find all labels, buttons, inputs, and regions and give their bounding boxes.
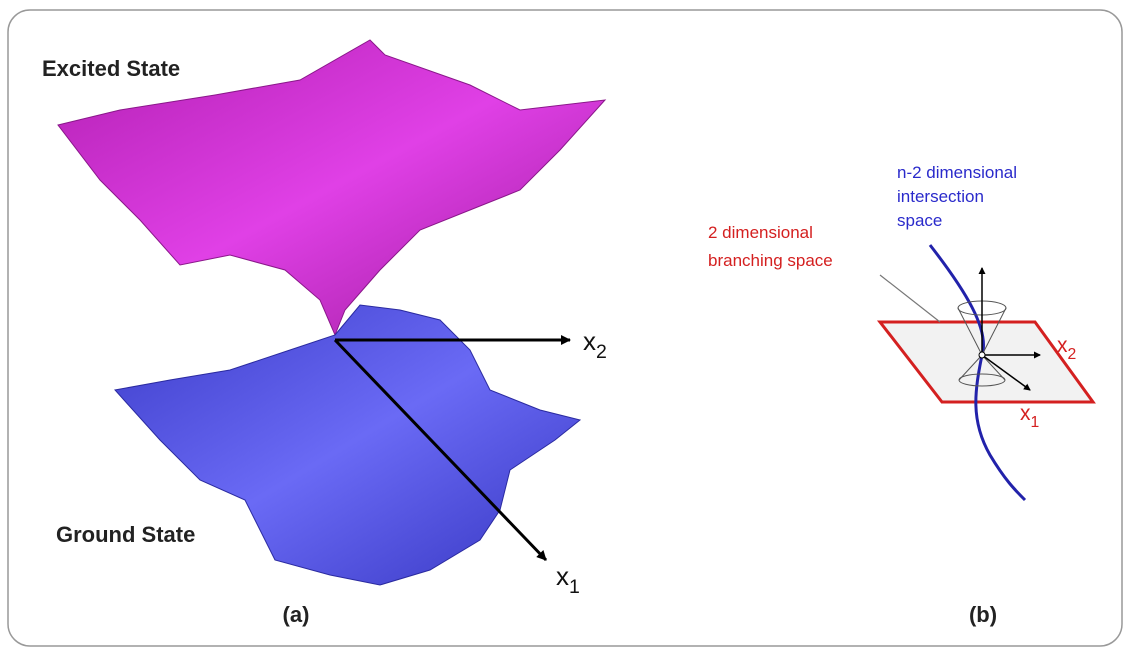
label-part: x bbox=[1057, 334, 1068, 357]
intersection-label: intersection bbox=[897, 187, 984, 206]
label-part: x bbox=[556, 561, 569, 591]
excited-surface bbox=[58, 40, 605, 335]
label-part: 1 bbox=[1031, 414, 1040, 431]
label-part: 2 bbox=[596, 341, 607, 363]
caption: (a) bbox=[283, 602, 310, 627]
label-part: 1 bbox=[569, 576, 580, 598]
x1-label: x1 bbox=[1020, 402, 1039, 431]
label-part: 2 bbox=[1068, 346, 1077, 363]
caption: (b) bbox=[969, 602, 997, 627]
excited-label: Excited State bbox=[42, 56, 180, 81]
x2-label: x2 bbox=[583, 326, 607, 363]
leader-line bbox=[880, 275, 940, 322]
branching-label: 2 dimensional bbox=[708, 223, 813, 242]
figure: Excited State Ground State x2 x1 (a) n-2… bbox=[0, 0, 1130, 652]
intersection-point bbox=[979, 352, 985, 358]
label-part: x bbox=[1020, 402, 1031, 425]
label-part: x bbox=[583, 326, 596, 356]
intersection-label: n-2 dimensional bbox=[897, 163, 1017, 182]
ground-label: Ground State bbox=[56, 522, 195, 547]
branching-label: branching space bbox=[708, 251, 833, 270]
x1-label: x1 bbox=[556, 561, 580, 598]
intersection-label: space bbox=[897, 211, 942, 230]
